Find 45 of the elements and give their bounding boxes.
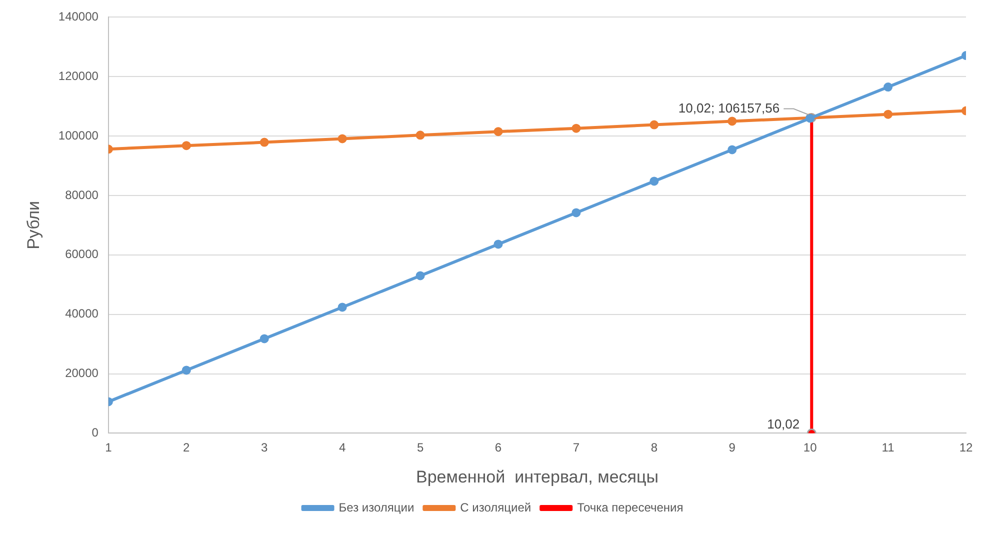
- point: [338, 134, 347, 144]
- legend-label: Точка пересечения: [577, 500, 684, 514]
- point: [728, 116, 737, 126]
- y-tick-label: 60000: [65, 247, 99, 262]
- point: [494, 240, 503, 249]
- point: [572, 208, 581, 218]
- x-tick-label: 2: [183, 440, 190, 455]
- x-tick-label: 4: [338, 440, 346, 455]
- y-tick-label: 120000: [58, 68, 99, 83]
- point: [884, 82, 893, 92]
- x-axis-title: Временной интервал, месяцы: [416, 467, 658, 486]
- x-tick-label: 10: [803, 440, 818, 455]
- x-tick-label: 3: [261, 440, 268, 455]
- y-tick-label: 80000: [65, 188, 99, 202]
- point: [650, 176, 659, 186]
- annotation: 10,02; 106157,56: [678, 100, 780, 116]
- point: [728, 145, 737, 154]
- x-tick-label: 9: [728, 440, 736, 455]
- point: [182, 141, 191, 150]
- point: [650, 120, 659, 130]
- x-tick-label: 1: [105, 440, 112, 455]
- y-tick-label: 40000: [65, 306, 99, 321]
- point: [182, 366, 191, 375]
- point: [884, 110, 893, 119]
- point: [494, 127, 503, 136]
- annotation: 10,02: [767, 416, 800, 432]
- legend-label: С изоляцией: [460, 500, 532, 514]
- point: [416, 130, 425, 140]
- x-tick-label: 6: [494, 440, 502, 455]
- point: [416, 271, 425, 280]
- point: [260, 138, 269, 147]
- x-tick-label: 12: [959, 440, 973, 455]
- x-tick-label: 7: [572, 440, 580, 455]
- x-tick-label: 8: [650, 440, 658, 455]
- y-tick-label: 0: [92, 426, 99, 440]
- point: [260, 334, 269, 344]
- y-tick-label: 100000: [58, 128, 99, 142]
- legend-label: Без изоляции: [338, 500, 414, 514]
- y-tick-label: 20000: [65, 366, 99, 380]
- point: [572, 124, 581, 133]
- y-axis-title: Рубли: [24, 200, 43, 250]
- point: [338, 302, 347, 312]
- x-tick-label: 11: [882, 440, 895, 455]
- y-tick-label: 140000: [58, 10, 99, 24]
- x-tick-label: 5: [416, 440, 424, 455]
